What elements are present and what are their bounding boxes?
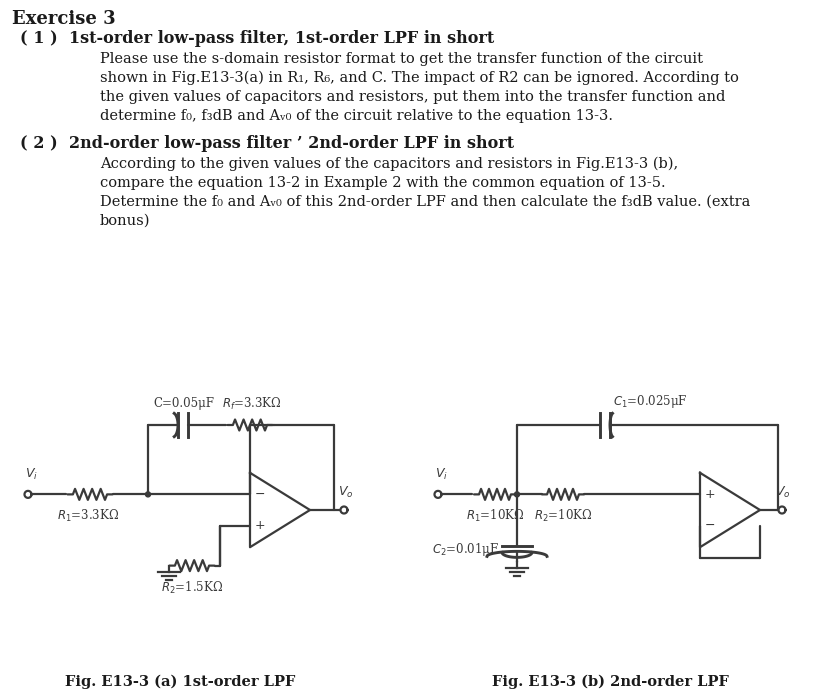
Text: shown in Fig.E13-3(a) in R₁, R₆, and C. The impact of R2 can be ignored. Accordi: shown in Fig.E13-3(a) in R₁, R₆, and C. … — [100, 71, 739, 85]
Text: C=0.05μF: C=0.05μF — [154, 397, 215, 410]
Text: $R_2$=10KΩ: $R_2$=10KΩ — [534, 509, 592, 525]
Text: Fig. E13-3 (a) 1st-order LPF: Fig. E13-3 (a) 1st-order LPF — [64, 675, 295, 690]
Text: the given values of capacitors and resistors, put them into the transfer functio: the given values of capacitors and resis… — [100, 90, 725, 104]
Text: bonus): bonus) — [100, 214, 150, 228]
Text: −: − — [705, 519, 715, 532]
Text: determine f₀, f₃dB and Aᵥ₀ of the circuit relative to the equation 13-3.: determine f₀, f₃dB and Aᵥ₀ of the circui… — [100, 109, 613, 123]
Text: $C_2$=0.01μF: $C_2$=0.01μF — [432, 541, 499, 558]
Text: $R_1$=10KΩ: $R_1$=10KΩ — [466, 509, 525, 525]
Polygon shape — [145, 492, 150, 497]
Text: $V_o$: $V_o$ — [339, 485, 354, 500]
Text: $R_f$=3.3KΩ: $R_f$=3.3KΩ — [222, 396, 282, 412]
Text: $V_i$: $V_i$ — [25, 467, 38, 482]
Text: ( 2 )  2nd-order low-pass filter ’ 2nd-order LPF in short: ( 2 ) 2nd-order low-pass filter ’ 2nd-or… — [20, 135, 514, 152]
Text: compare the equation 13-2 in Example 2 with the common equation of 13-5.: compare the equation 13-2 in Example 2 w… — [100, 176, 666, 190]
Text: Exercise 3: Exercise 3 — [12, 10, 116, 28]
Text: $V_i$: $V_i$ — [435, 467, 448, 482]
Text: According to the given values of the capacitors and resistors in Fig.E13-3 (b),: According to the given values of the cap… — [100, 157, 678, 171]
Text: Determine the f₀ and Aᵥ₀ of this 2nd-order LPF and then calculate the f₃dB value: Determine the f₀ and Aᵥ₀ of this 2nd-ord… — [100, 195, 750, 209]
Text: Fig. E13-3 (b) 2nd-order LPF: Fig. E13-3 (b) 2nd-order LPF — [491, 675, 729, 690]
Text: $V_o$: $V_o$ — [776, 485, 790, 500]
Text: Please use the s-domain resistor format to get the transfer function of the circ: Please use the s-domain resistor format … — [100, 52, 703, 66]
Text: $R_1$=3.3KΩ: $R_1$=3.3KΩ — [57, 509, 119, 525]
Text: $R_2$=1.5KΩ: $R_2$=1.5KΩ — [161, 579, 223, 596]
Text: +: + — [705, 488, 715, 501]
Text: $C_1$=0.025μF: $C_1$=0.025μF — [613, 393, 688, 410]
Text: −: − — [254, 488, 265, 501]
Text: ( 1 )  1st-order low-pass filter, 1st-order LPF in short: ( 1 ) 1st-order low-pass filter, 1st-ord… — [20, 30, 494, 47]
Text: +: + — [254, 519, 265, 532]
Polygon shape — [515, 492, 520, 497]
